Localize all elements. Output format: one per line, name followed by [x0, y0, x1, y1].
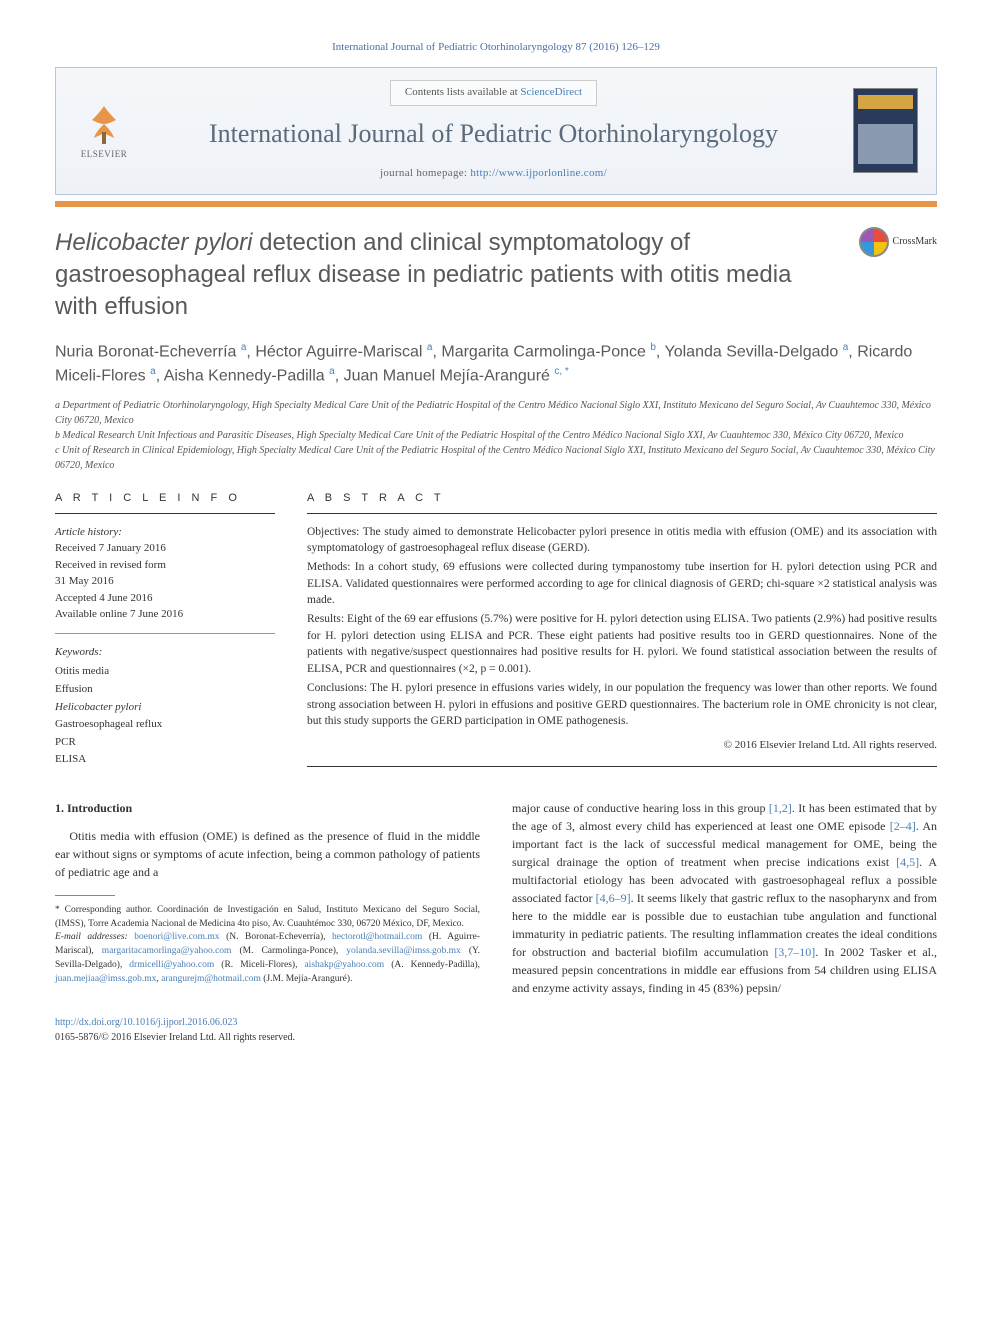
keyword: Effusion — [55, 681, 275, 699]
history-line: Received in revised form — [55, 559, 166, 571]
keyword: Otitis media — [55, 663, 275, 681]
email-addresses: E-mail addresses: boenori@live.com.mx (N… — [55, 931, 480, 986]
elsevier-logo[interactable]: ELSEVIER — [74, 96, 134, 166]
article-info-heading: A R T I C L E I N F O — [55, 491, 275, 513]
abstract-body: Objectives: The study aimed to demonstra… — [307, 524, 937, 767]
homepage-line: journal homepage: http://www.ijporlonlin… — [134, 166, 853, 181]
history-line: Accepted 4 June 2016 — [55, 592, 152, 604]
section-heading: 1. Introduction — [55, 799, 480, 817]
keyword: Gastroesophageal reflux — [55, 716, 275, 734]
affiliation-a: a Department of Pediatric Otorhinolaryng… — [55, 398, 937, 428]
crossmark-icon — [859, 227, 889, 257]
keyword: ELISA — [55, 751, 275, 769]
intro-paragraph: Otitis media with effusion (OME) is defi… — [55, 827, 480, 881]
footnote-separator — [55, 895, 115, 896]
title-row: Helicobacter pylori detection and clinic… — [55, 227, 937, 324]
article-info: A R T I C L E I N F O Article history: R… — [55, 491, 275, 769]
info-abstract-row: A R T I C L E I N F O Article history: R… — [55, 491, 937, 769]
body-columns: 1. Introduction Otitis media with effusi… — [55, 799, 937, 1045]
sciencedirect-link[interactable]: ScienceDirect — [520, 86, 582, 98]
doi-link[interactable]: http://dx.doi.org/10.1016/j.ijporl.2016.… — [55, 1017, 237, 1028]
journal-cover-thumb[interactable] — [853, 88, 918, 173]
elsevier-tree-icon — [82, 102, 126, 146]
publisher-name: ELSEVIER — [81, 148, 128, 161]
keyword: PCR — [55, 734, 275, 752]
abstract-methods: Methods: In a cohort study, 69 effusions… — [307, 559, 937, 609]
masthead: ELSEVIER Contents lists available at Sci… — [55, 67, 937, 194]
contents-line: Contents lists available at ScienceDirec… — [390, 80, 597, 105]
article-history: Article history: Received 7 January 2016… — [55, 524, 275, 634]
homepage-prefix: journal homepage: — [380, 167, 470, 179]
abstract-results: Results: Eight of the 69 ear effusions (… — [307, 611, 937, 678]
intro-paragraph-cont: major cause of conductive hearing loss i… — [512, 799, 937, 997]
column-right: major cause of conductive hearing loss i… — [512, 799, 937, 1045]
abstract: A B S T R A C T Objectives: The study ai… — [307, 491, 937, 769]
accent-bar — [55, 201, 937, 207]
doi-block: http://dx.doi.org/10.1016/j.ijporl.2016.… — [55, 1015, 480, 1045]
affiliation-c: c Unit of Research in Clinical Epidemiol… — [55, 443, 937, 473]
history-label: Article history: — [55, 524, 275, 541]
crossmark-badge[interactable]: CrossMark — [859, 227, 937, 257]
issn-copyright: 0165-5876/© 2016 Elsevier Ireland Ltd. A… — [55, 1032, 295, 1043]
abstract-conclusions: Conclusions: The H. pylori presence in e… — [307, 680, 937, 730]
history-line: Received 7 January 2016 — [55, 542, 166, 554]
history-line: 31 May 2016 — [55, 575, 114, 587]
journal-name: International Journal of Pediatric Otorh… — [134, 116, 853, 152]
contents-prefix: Contents lists available at — [405, 86, 520, 98]
history-line: Available online 7 June 2016 — [55, 608, 183, 620]
abstract-heading: A B S T R A C T — [307, 491, 937, 513]
abstract-objectives: Objectives: The study aimed to demonstra… — [307, 524, 937, 557]
affiliations: a Department of Pediatric Otorhinolaryng… — [55, 398, 937, 473]
crossmark-label: CrossMark — [893, 235, 937, 249]
abstract-copyright: © 2016 Elsevier Ireland Ltd. All rights … — [307, 738, 937, 754]
citation-line: International Journal of Pediatric Otorh… — [55, 40, 937, 55]
footnotes: * Corresponding author. Coordinación de … — [55, 904, 480, 987]
article-title: Helicobacter pylori detection and clinic… — [55, 227, 841, 324]
keywords: Keywords: Otitis media Effusion Helicoba… — [55, 644, 275, 769]
masthead-center: Contents lists available at ScienceDirec… — [134, 80, 853, 181]
homepage-url-link[interactable]: http://www.ijporlonline.com/ — [470, 167, 607, 179]
page: International Journal of Pediatric Otorh… — [0, 0, 992, 1085]
keyword: Helicobacter pylori — [55, 699, 275, 717]
column-left: 1. Introduction Otitis media with effusi… — [55, 799, 480, 1045]
authors: Nuria Boronat-Echeverría a, Héctor Aguir… — [55, 340, 937, 389]
keywords-label: Keywords: — [55, 644, 275, 662]
corresponding-author: * Corresponding author. Coordinación de … — [55, 904, 480, 932]
affiliation-b: b Medical Research Unit Infectious and P… — [55, 428, 937, 443]
